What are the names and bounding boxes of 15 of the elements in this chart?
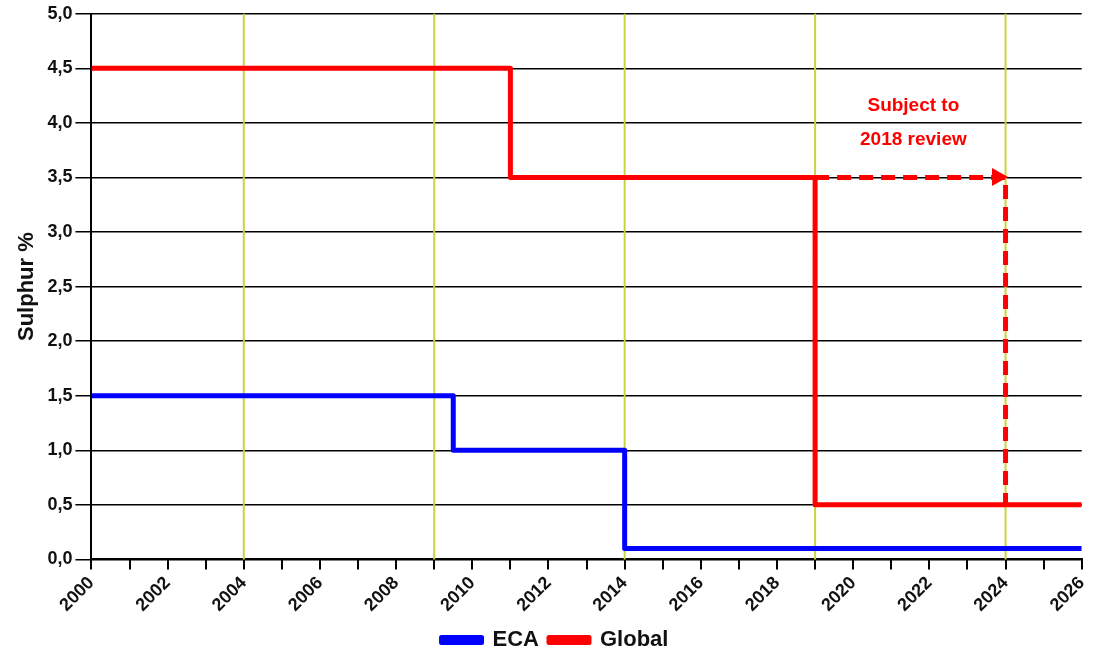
y-tick-label: 4,5	[47, 57, 73, 78]
legend-label: Global	[600, 626, 669, 652]
y-tick-label: 2,0	[47, 330, 73, 351]
y-tick-label: 0,0	[47, 548, 73, 569]
y-tick-label: 4,0	[47, 111, 73, 132]
y-tick-label: 5,0	[47, 2, 73, 23]
y-tick-label: 3,5	[47, 166, 73, 187]
y-tick-label: 1,5	[47, 384, 73, 405]
legend-label: ECA	[492, 626, 540, 652]
y-axis-title: Sulphur %	[13, 232, 39, 341]
y-tick-label: 0,5	[47, 493, 73, 514]
y-tick-label: 1,0	[47, 439, 73, 460]
y-tick-label: 3,0	[47, 221, 73, 242]
y-tick-label: 2,5	[47, 275, 73, 296]
annotation: Subject to 2018 review	[860, 94, 967, 150]
